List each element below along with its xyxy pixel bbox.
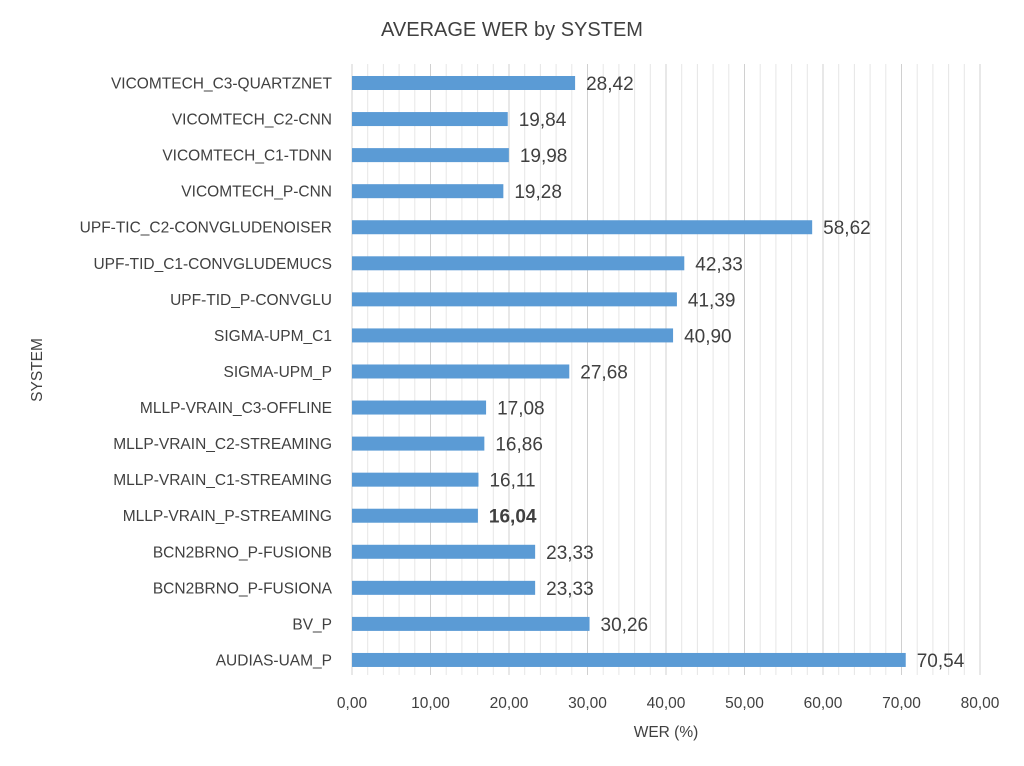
- data-label: 42,33: [695, 254, 743, 275]
- category-label: VICOMTECH_P-CNN: [181, 184, 332, 201]
- bar: [352, 472, 479, 487]
- data-label: 19,28: [514, 182, 562, 203]
- bar: [352, 364, 570, 379]
- x-tick-label: 0,00: [337, 695, 368, 712]
- bar: [352, 220, 813, 235]
- bar: [352, 544, 536, 559]
- category-label: UPF-TID_P-CONVGLU: [170, 292, 332, 309]
- bar: [352, 112, 508, 127]
- category-label: VICOMTECH_C3-QUARTZNET: [111, 76, 333, 93]
- data-label: 58,62: [823, 218, 871, 239]
- bar: [352, 508, 478, 523]
- x-tick-labels: 0,00 10,00 20,00 30,00 40,00 50,00 60,00 70,00 8…: [337, 695, 1000, 712]
- category-label: VICOMTECH_C1-TDNN: [162, 148, 332, 165]
- category-label: MLLP-VRAIN_C1-STREAMING: [113, 472, 332, 489]
- data-label: 16,11: [489, 471, 535, 492]
- category-labels: VICOMTECH_C3-QUARTZNET VICOMTECH_C2-CNN VI…: [80, 76, 333, 670]
- category-label: BCN2BRNO_P-FUSIONA: [153, 580, 333, 597]
- data-label: 40,90: [684, 326, 732, 347]
- y-axis-title: SYSTEM: [29, 338, 46, 402]
- chart-title: AVERAGE WER by SYSTEM: [381, 19, 643, 41]
- data-label: 27,68: [580, 362, 628, 383]
- data-label: 16,86: [495, 435, 543, 456]
- bar: [352, 328, 674, 343]
- x-tick-label: 30,00: [568, 695, 607, 712]
- data-label: 23,33: [546, 579, 594, 600]
- bar: [352, 400, 487, 415]
- data-label: 41,39: [688, 290, 736, 311]
- category-label: AUDIAS-UAM_P: [216, 652, 332, 669]
- data-label: 30,26: [601, 615, 649, 636]
- category-label: MLLP-VRAIN_P-STREAMING: [123, 508, 332, 525]
- category-label: SIGMA-UPM_P: [223, 364, 332, 381]
- bar: [352, 184, 504, 199]
- x-tick-label: 60,00: [804, 695, 843, 712]
- x-tick-label: 20,00: [490, 695, 529, 712]
- x-axis-title: WER (%): [634, 724, 699, 741]
- data-label: 19,84: [519, 110, 567, 131]
- data-label: 19,98: [520, 146, 568, 167]
- category-label: UPF-TID_C1-CONVGLUDEMUCS: [93, 256, 332, 273]
- x-tick-label: 80,00: [961, 695, 1000, 712]
- category-label: SIGMA-UPM_C1: [214, 328, 332, 345]
- x-tick-label: 50,00: [725, 695, 764, 712]
- bar: [352, 652, 906, 667]
- bar: [352, 436, 485, 451]
- x-tick-label: 70,00: [882, 695, 921, 712]
- category-label: BV_P: [292, 616, 332, 633]
- bar: [352, 76, 576, 90]
- x-tick-label: 40,00: [647, 695, 686, 712]
- data-labels: 28,42 19,84 19,98 19,28 58,62 42,33 41,39 40,90…: [489, 74, 965, 672]
- bar: [352, 256, 685, 271]
- bar: [352, 292, 677, 307]
- category-label: MLLP-VRAIN_C2-STREAMING: [113, 436, 332, 453]
- data-label: 23,33: [546, 543, 594, 564]
- bars: [352, 76, 906, 667]
- bar: [352, 616, 590, 631]
- x-tick-label: 10,00: [411, 695, 450, 712]
- data-label: 16,04: [489, 507, 537, 528]
- bar: [352, 148, 509, 163]
- category-label: VICOMTECH_C2-CNN: [172, 112, 332, 129]
- data-label: 17,08: [497, 399, 545, 420]
- bar: [352, 580, 536, 595]
- category-label: BCN2BRNO_P-FUSIONB: [153, 544, 332, 561]
- category-label: MLLP-VRAIN_C3-OFFLINE: [140, 400, 332, 417]
- data-label: 70,54: [917, 651, 965, 672]
- data-label: 28,42: [586, 74, 634, 95]
- category-label: UPF-TIC_C2-CONVGLUDENOISER: [80, 220, 332, 237]
